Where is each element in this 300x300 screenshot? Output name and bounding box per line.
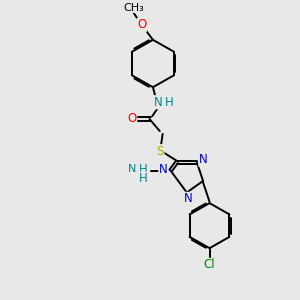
Text: N: N: [184, 192, 193, 205]
Text: O: O: [137, 18, 146, 32]
Text: H: H: [139, 172, 148, 185]
Text: CH₃: CH₃: [123, 2, 144, 13]
Text: N: N: [159, 163, 168, 176]
Text: N: N: [154, 96, 163, 109]
Text: N: N: [128, 164, 136, 174]
Text: Cl: Cl: [204, 258, 215, 272]
Text: H: H: [139, 163, 148, 176]
Text: O: O: [127, 112, 136, 125]
Text: N: N: [199, 153, 208, 167]
Text: H: H: [165, 96, 174, 109]
Text: S: S: [157, 145, 164, 158]
